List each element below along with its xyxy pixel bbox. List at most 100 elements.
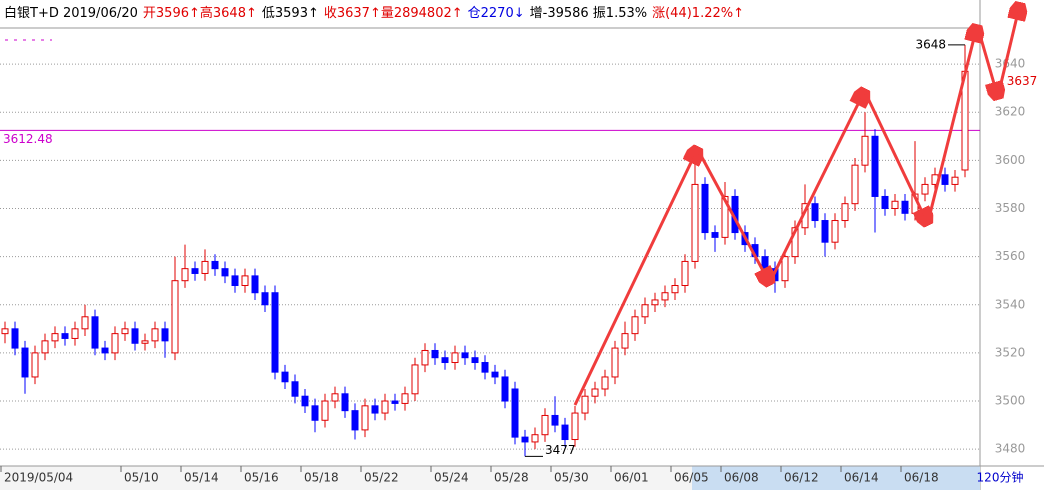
candle-body — [381, 400, 389, 414]
high-annotation: 3648 — [915, 37, 946, 51]
x-tick-label: 06/18 — [904, 471, 939, 485]
low-annotation: 3477 — [545, 443, 576, 457]
candle-body — [481, 362, 489, 373]
x-tick-label: 05/16 — [244, 471, 279, 485]
candle-body — [231, 275, 239, 287]
candle-body — [471, 357, 479, 364]
candle-body — [571, 412, 579, 441]
y-tick-label: 3620 — [995, 105, 1026, 119]
candle-body — [321, 400, 329, 421]
candle-body — [611, 347, 619, 378]
candle-body — [271, 292, 279, 373]
candle-body — [251, 275, 259, 294]
x-tick-label: 06/12 — [784, 471, 819, 485]
candle-body — [261, 292, 269, 306]
y-tick-label: 3480 — [995, 442, 1026, 456]
candle-body — [491, 371, 499, 378]
candle-body — [821, 220, 829, 243]
reference-label: 3612.48 — [3, 132, 53, 146]
candle-body — [951, 176, 959, 185]
header-item: 仓2270↓ — [468, 6, 525, 21]
x-tick-label: 06/14 — [844, 471, 879, 485]
x-tick-label: 06/05 — [674, 471, 709, 485]
candle-body — [441, 357, 449, 364]
y-tick-label: 3580 — [995, 201, 1026, 215]
candle-body — [531, 434, 539, 443]
y-tick-label: 3540 — [995, 297, 1026, 311]
header-text: 白银T+D 2019/06/20 开3596↑高3648↑ 低3593↑ 收3637↑… — [4, 5, 744, 21]
candle-body — [591, 388, 599, 397]
candle-body — [331, 393, 339, 402]
candle-body — [901, 200, 909, 214]
candle-body — [461, 352, 469, 359]
candle-body — [841, 203, 849, 222]
candle-body — [21, 347, 29, 378]
candle-body — [711, 232, 719, 238]
candle-body — [781, 256, 789, 282]
y-tick-label: 3500 — [995, 394, 1026, 408]
header-item: 低3593↑ — [262, 6, 319, 21]
candle-body — [351, 410, 359, 431]
candle-body — [421, 349, 429, 366]
candle-body — [141, 340, 149, 344]
candle-body — [501, 376, 509, 402]
candle-body — [921, 183, 929, 195]
candle-body — [71, 328, 79, 339]
candle-body — [431, 349, 439, 359]
y-tick-label: 3520 — [995, 345, 1026, 359]
candle-body — [641, 304, 649, 318]
candle-body — [241, 275, 249, 287]
x-tick-label: 05/14 — [184, 471, 219, 485]
candle-body — [581, 395, 589, 414]
candle-body — [651, 299, 659, 306]
x-tick-label: 06/01 — [614, 471, 649, 485]
candle-body — [311, 405, 319, 421]
candle-body — [211, 260, 219, 270]
candle-body — [371, 405, 379, 414]
candle-body — [701, 183, 709, 234]
header-item: 收3637↑量2894802↑ — [324, 6, 463, 21]
candle-body — [221, 268, 229, 277]
x-tick-label: 05/10 — [124, 471, 159, 485]
trend-arrows — [573, 8, 1019, 406]
x-tick-label: 05/22 — [364, 471, 399, 485]
candle-body — [831, 220, 839, 243]
candle-body — [851, 164, 859, 205]
candle-body — [61, 333, 69, 339]
x-tick-label: 2019/05/04 — [4, 471, 73, 485]
candle-body — [191, 268, 199, 274]
candle-body — [721, 195, 729, 238]
header-item: 涨(44)1.22%↑ — [652, 6, 744, 21]
candle-body — [881, 195, 889, 209]
arrow — [976, 27, 997, 94]
x-tick-label: 05/28 — [494, 471, 529, 485]
candle-body — [291, 381, 299, 397]
candle-body — [401, 393, 409, 404]
header-item: 增-39586 振1.53% — [530, 6, 647, 21]
arrow — [926, 30, 976, 223]
candle-body — [891, 200, 899, 209]
arrow — [863, 91, 926, 220]
candle-body — [621, 333, 629, 349]
candle-body — [81, 316, 89, 330]
candle-body — [811, 203, 819, 222]
candle-body — [411, 364, 419, 395]
candle-body — [341, 393, 349, 412]
candle-body — [861, 135, 869, 166]
candle-body — [121, 328, 129, 335]
candle-body — [41, 340, 49, 354]
candle-body — [661, 292, 669, 301]
period-label: 120分钟 — [977, 470, 1024, 485]
candle-body — [451, 352, 459, 364]
candle-body — [691, 183, 699, 262]
header-item: 开3596↑高3648↑ — [143, 5, 257, 21]
candle-body — [681, 260, 689, 287]
y-tick-label: 3640 — [995, 57, 1026, 71]
candle-body — [11, 328, 19, 349]
arrow — [996, 8, 1019, 97]
candle-body — [281, 371, 289, 383]
plot: 3480 3500 3520 3540 3560 3580 3600 3620 3640 3612… — [0, 37, 1037, 485]
candle-body — [511, 388, 519, 438]
